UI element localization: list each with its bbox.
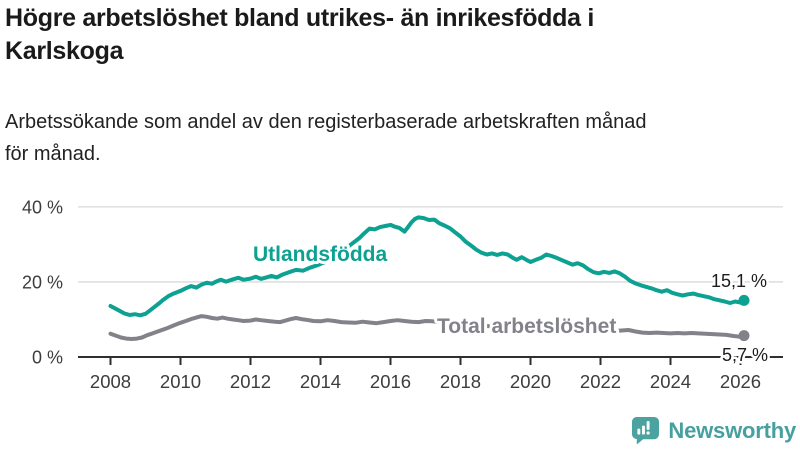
x-axis-label: 2022: [580, 371, 621, 392]
line-chart: 0 % 20 % 40 % 2008 2010 2012 2014 2016 2018 2020 2…: [22, 197, 783, 392]
x-axis-label: 2010: [160, 371, 201, 392]
series-label: Total arbetslöshet: [437, 315, 616, 338]
page-title: Högre arbetslöshet bland utrikes- än inr…: [5, 4, 594, 65]
logo-wordmark: Newsworthy: [668, 417, 796, 443]
x-axis-label: 2014: [300, 371, 341, 392]
series-end-dot-utlandsfodda: [738, 294, 750, 306]
x-axis-label: 2026: [720, 371, 761, 392]
y-axis-label: 20 %: [22, 272, 63, 292]
newsworthy-logo: Newsworthy: [631, 416, 796, 445]
x-axis-label: 2012: [230, 371, 271, 392]
series-end-dot-total: [738, 330, 750, 342]
end-value-label: 5,7 %: [722, 345, 768, 365]
end-value-label: 15,1 %: [711, 271, 767, 291]
chart-subtitle: Arbetssökande som andel av den registerb…: [5, 111, 647, 165]
x-axis-label: 2020: [510, 371, 551, 392]
y-axis-label: 0 %: [32, 348, 63, 368]
x-axis-label: 2008: [90, 371, 131, 392]
series-label: Utlandsfödda: [253, 243, 387, 266]
x-axis-label: 2016: [370, 371, 411, 392]
x-axis-label: 2018: [440, 371, 481, 392]
series-line-total: [108, 314, 746, 341]
x-axis-label: 2024: [650, 371, 691, 392]
bar-chart-speech-bubble-icon: [632, 416, 660, 445]
series-line-utlandsfodda: [108, 215, 746, 318]
y-axis-label: 40 %: [22, 197, 63, 217]
